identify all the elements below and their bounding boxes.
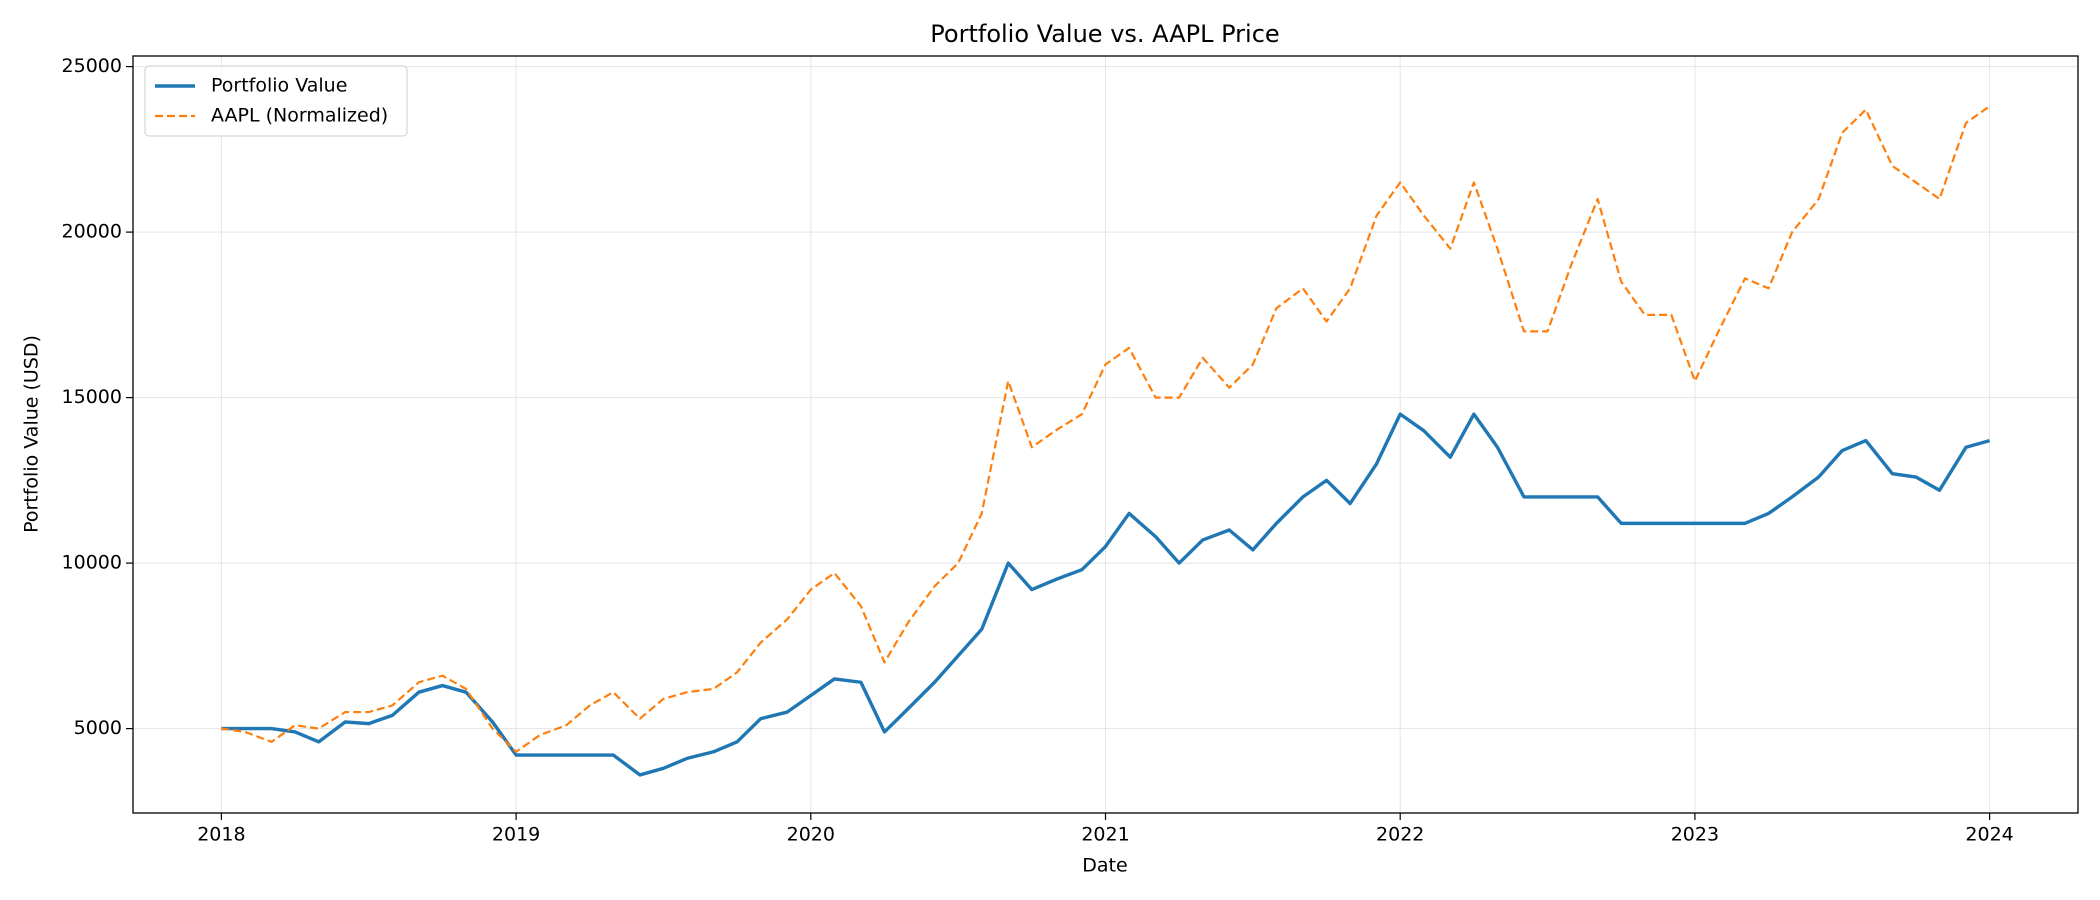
y-tick-label: 15000 <box>62 386 122 408</box>
plot-frame <box>132 55 2079 814</box>
legend-box <box>144 65 408 137</box>
y-axis-label: Portfolio Value (USD) <box>21 335 43 533</box>
x-tick-label: 2021 <box>1081 824 1129 846</box>
legend-label: AAPL (Normalized) <box>211 105 388 127</box>
x-tick-label: 2023 <box>1671 824 1719 846</box>
series-line <box>221 412 1991 777</box>
x-tick-label: 2019 <box>492 824 540 846</box>
x-tick-label: 2022 <box>1376 824 1424 846</box>
series-line <box>221 105 1991 753</box>
legend: Portfolio Value AAPL (Normalized) <box>144 65 408 137</box>
y-tick-label: 25000 <box>62 55 122 77</box>
x-tick-label: 2020 <box>787 824 835 846</box>
y-tick-label: 5000 <box>74 717 122 739</box>
x-tick-label: 2018 <box>197 824 245 846</box>
y-tick-label: 20000 <box>62 221 122 243</box>
x-axis-label: Date <box>1082 855 1127 877</box>
chart-title: Portfolio Value vs. AAPL Price <box>930 20 1279 48</box>
x-tick-label: 2024 <box>1965 824 2013 846</box>
y-tick-label: 10000 <box>62 552 122 574</box>
legend-label: Portfolio Value <box>211 75 347 97</box>
